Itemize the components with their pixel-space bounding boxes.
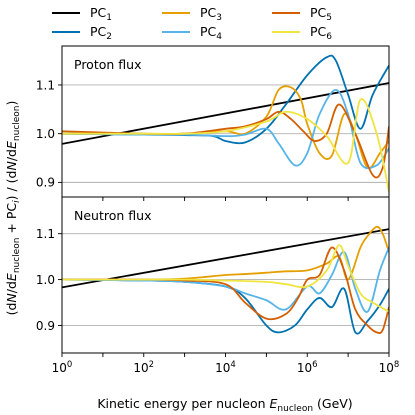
ylabel-part-1: (d	[4, 303, 19, 316]
y-axis-label: (dN/dEnucleon + PCi) / (dN/dEnucleon)	[4, 101, 22, 316]
ylabel-part-N2: N	[4, 161, 19, 171]
neutron-flux-panel: 0.9 1.0 1.1 Neutron flux	[36, 196, 390, 357]
legend-label-pc3: PC3	[200, 5, 222, 23]
ylabel-part-2: /d	[4, 281, 19, 293]
y-tick-label: 1.1	[36, 227, 55, 241]
panel-title: Neutron flux	[74, 208, 151, 223]
ylabel-sub-1: nucleon	[12, 238, 22, 274]
panel-title: Proton flux	[74, 57, 141, 72]
y-tick-label: 1.0	[36, 273, 55, 287]
series-group	[62, 54, 389, 193]
ylabel-part-E2: E	[4, 141, 19, 149]
ylabel-part-5: /d	[4, 149, 19, 161]
y-tick-label: 1.1	[36, 78, 55, 92]
x-tick-label: 100	[52, 360, 73, 375]
legend-label-pc1: PC1	[90, 5, 112, 23]
x-tick-label: 104	[215, 360, 236, 375]
series-line-pc4	[62, 88, 389, 170]
ylabel-part-3: + PC	[4, 203, 19, 238]
y-tick-label: 0.9	[36, 319, 55, 333]
series-line-pc3	[62, 85, 389, 170]
x-tick-label: 102	[133, 360, 154, 375]
proton-flux-panel: 0.9 1.0 1.1 Proton flux	[36, 45, 390, 201]
x-tick-labels: 100 102 104 106 108	[52, 360, 400, 375]
legend-label-pc6: PC6	[310, 24, 332, 42]
xlabel-prefix: Kinetic energy per nucleon	[97, 396, 269, 411]
ylabel-part-6: )	[4, 101, 19, 106]
series-line-pc5	[62, 246, 389, 334]
panel-frame	[61, 196, 390, 354]
ylabel-sub-i: i	[12, 200, 22, 203]
y-tick-label: 0.9	[36, 176, 55, 190]
ylabel-sub-2: nucleon	[12, 105, 22, 141]
ylabel-part-4: ) / (d	[4, 171, 19, 201]
legend-label-pc4: PC4	[200, 24, 222, 42]
ylabel-part-N: N	[4, 293, 19, 303]
series-line-pc3	[62, 225, 389, 281]
xlabel-suffix: (GeV)	[313, 396, 353, 411]
series-line-pc6	[62, 244, 389, 313]
series-line-pc1	[62, 228, 389, 289]
x-tick-label: 106	[297, 360, 318, 375]
legend-label-pc2: PC2	[90, 24, 112, 42]
series-line-pc6	[62, 98, 389, 193]
xlabel-sub: nucleon	[277, 404, 313, 414]
series-group	[62, 225, 389, 335]
x-axis-label: Kinetic energy per nucleon Enucleon (GeV…	[97, 396, 352, 414]
legend-label-pc5: PC5	[310, 5, 332, 23]
x-tick-label: 108	[379, 360, 400, 375]
y-tick-label: 1.0	[36, 127, 55, 141]
xlabel-var: E	[270, 396, 278, 411]
ylabel-part-E: E	[4, 273, 19, 281]
